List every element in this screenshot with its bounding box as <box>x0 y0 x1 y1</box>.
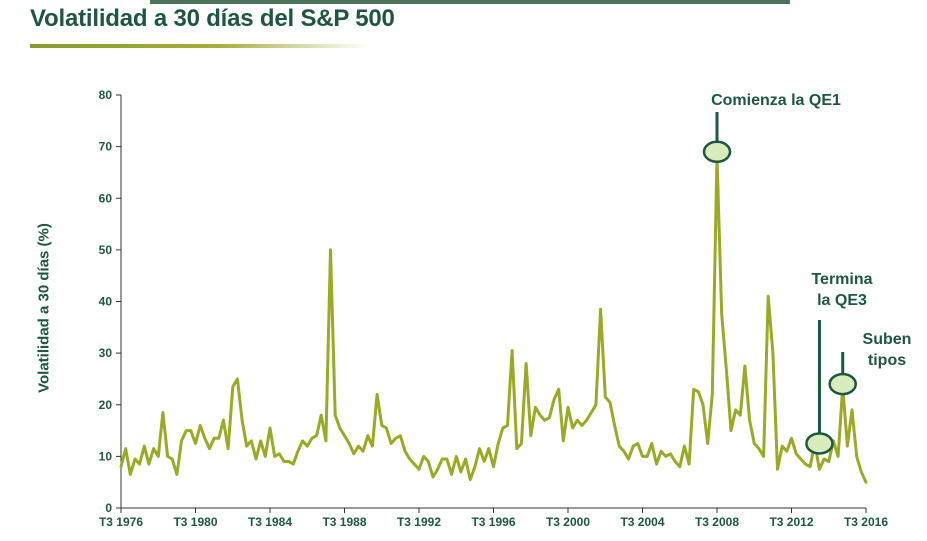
x-tick-label: T3 2004 <box>620 515 664 529</box>
title-underline <box>30 44 370 48</box>
y-tick-label: 0 <box>105 501 112 515</box>
page-title: Volatilidad a 30 días del S&P 500 <box>30 5 395 32</box>
top-decorative-strip <box>150 0 790 4</box>
annotation-label: Comienza la QE1 <box>711 92 841 109</box>
y-tick-label: 80 <box>99 88 113 102</box>
annotation-label: Termina <box>811 271 872 288</box>
x-tick-label: T3 2000 <box>546 515 590 529</box>
x-tick-label: T3 1980 <box>173 515 217 529</box>
y-tick-label: 10 <box>99 449 113 463</box>
x-tick-label: T3 2012 <box>769 515 813 529</box>
x-tick-label: T3 1992 <box>397 515 441 529</box>
x-tick-label: T3 1988 <box>322 515 366 529</box>
chart-axes: 0 10 20 30 40 50 60 70 80 T3 1976 T3 1980 T3 1984 T3… <box>99 88 889 529</box>
y-tick-label: 30 <box>99 346 113 360</box>
series-line-volatility <box>119 155 868 484</box>
y-tick-label: 50 <box>99 243 113 257</box>
annotation-label: tipos <box>868 352 906 369</box>
y-tick-label: 70 <box>99 140 113 154</box>
annotation-marker <box>828 372 857 396</box>
y-tick-label: 20 <box>99 398 113 412</box>
x-tick-label: T3 1976 <box>99 515 143 529</box>
chart-series <box>119 155 868 484</box>
x-tick-label: T3 2008 <box>695 515 739 529</box>
y-tick-label: 40 <box>99 295 113 309</box>
x-tick-label: T3 1984 <box>248 515 292 529</box>
y-tick-label: 60 <box>99 191 113 205</box>
annotation-marker <box>702 140 732 164</box>
x-tick-label: T3 2016 <box>844 515 888 529</box>
annotation-label: Suben <box>863 331 912 348</box>
annotation-marker <box>805 432 834 455</box>
annotation-label: la QE3 <box>817 292 867 309</box>
chart-annotations: Comienza la QE1 Termina la QE3 Suben tipos <box>702 92 912 455</box>
x-tick-label: T3 1996 <box>471 515 515 529</box>
